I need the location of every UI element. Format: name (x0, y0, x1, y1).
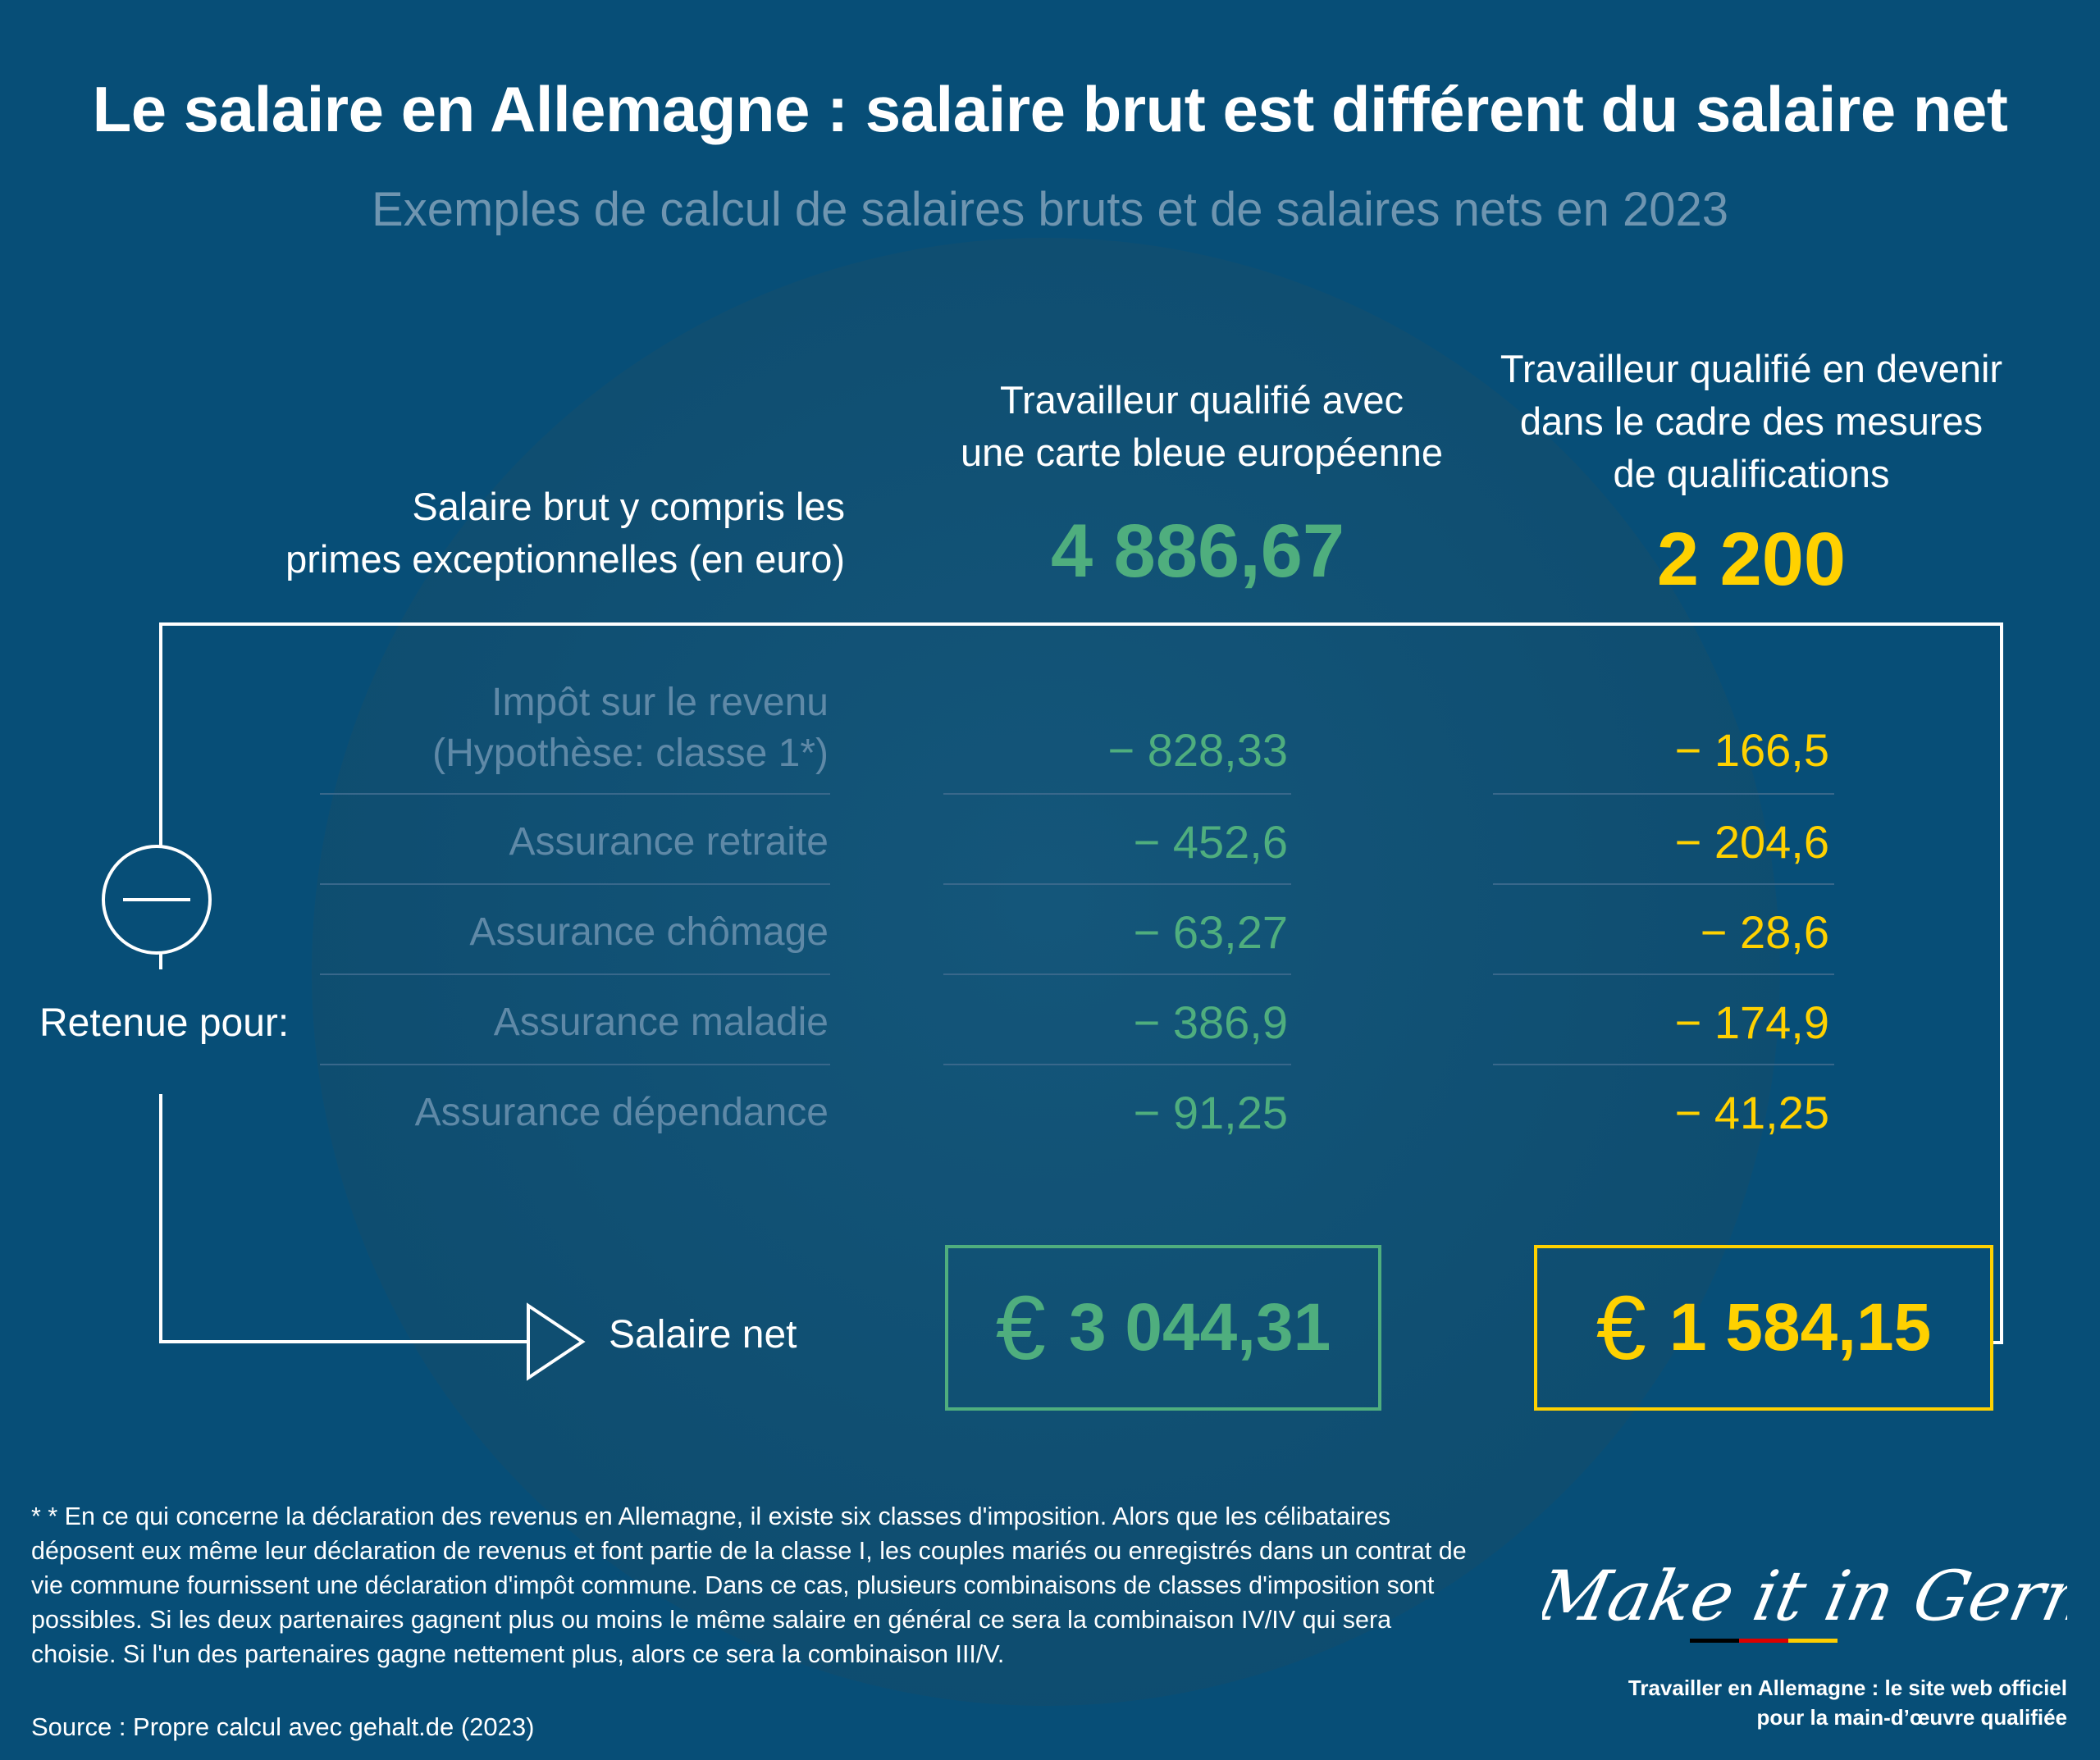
play-arrow-icon (527, 1302, 586, 1381)
row-divider (943, 973, 1291, 975)
row-divider (943, 883, 1291, 885)
row-divider (943, 793, 1291, 795)
frame-bottom-line (159, 1340, 528, 1343)
column-heading-line: dans le cadre des mesures (1519, 399, 1984, 443)
row-divider (1493, 1064, 1834, 1065)
net-value-qualification: 1 584,15 (1669, 1290, 1932, 1365)
net-salary-box-qualification: € 1 584,15 (1534, 1245, 1993, 1411)
net-salary-box-blue-card: € 3 044,31 (945, 1245, 1381, 1411)
euro-icon: € (1596, 1277, 1646, 1379)
deduction-label-income-tax: Impôt sur le revenu (Hypothèse: classe 1… (156, 677, 829, 779)
gross-value-qualification: 2 200 (1656, 518, 1847, 601)
deduction-label-line: Impôt sur le revenu (491, 681, 829, 724)
row-divider (1493, 793, 1834, 795)
gross-label-line: primes exceptionnelles (en euro) (285, 537, 845, 581)
column-heading-line: une carte bleue européenne (961, 431, 1443, 474)
column-heading-line: Travailleur qualifié avec (1000, 378, 1404, 422)
gross-salary-label: Salaire brut y compris les primes except… (189, 481, 845, 586)
deduction-label-pension: Assurance retraite (509, 820, 829, 864)
site-caption: Travailler en Allemagne : le site web of… (1477, 1673, 2067, 1732)
site-caption-line: Travailler en Allemagne : le site web of… (1628, 1676, 2067, 1700)
row-divider (320, 1064, 830, 1065)
frame-top-line (159, 622, 2003, 626)
deduction-value-income-tax-col1: − 828,33 (1107, 724, 1288, 776)
column-heading-line: Travailleur qualifié en devenir (1500, 347, 2003, 390)
background-circle (312, 238, 1780, 1706)
source-note: Source : Propre calcul avec gehalt.de (2… (31, 1712, 535, 1741)
euro-icon: € (995, 1277, 1046, 1379)
make-it-in-germany-logo: Make it in Germany (1542, 1557, 2067, 1643)
site-caption-line: pour la main-d’œuvre qualifiée (1756, 1705, 2068, 1730)
deduction-value-health-col1: − 386,9 (1133, 996, 1288, 1048)
deduction-label-care: Assurance dépendance (414, 1091, 829, 1134)
deduction-value-health-col2: − 174,9 (1674, 996, 1829, 1048)
net-salary-label: Salaire net (609, 1313, 797, 1356)
deduction-label-unemployment: Assurance chômage (469, 910, 829, 954)
deduction-label-health: Assurance maladie (493, 1001, 829, 1044)
column-heading-blue-card: Travailleur qualifié avec une carte bleu… (919, 374, 1485, 479)
svg-text:Make it in Germany: Make it in Germany (1542, 1557, 2067, 1637)
gross-value-blue-card: 4 886,67 (1050, 509, 1345, 593)
row-divider (320, 973, 830, 975)
row-divider (943, 1064, 1291, 1065)
deduction-value-care-col2: − 41,25 (1674, 1087, 1829, 1138)
column-heading-line: de qualifications (1613, 452, 1890, 495)
frame-right-bottom-line (1993, 1341, 2003, 1344)
deduction-value-care-col1: − 91,25 (1133, 1087, 1288, 1138)
deduction-value-unemployment-col2: − 28,6 (1700, 906, 1829, 958)
gross-label-line: Salaire brut y compris les (412, 485, 845, 528)
deduction-value-pension-col1: − 452,6 (1133, 816, 1288, 868)
deduction-value-pension-col2: − 204,6 (1674, 816, 1829, 868)
column-heading-qualification: Travailleur qualifié en devenir dans le … (1460, 343, 2043, 500)
row-divider (1493, 883, 1834, 885)
row-divider (320, 883, 830, 885)
page-subtitle: Exemples de calcul de salaires bruts et … (372, 183, 1728, 236)
frame-right-line (2000, 622, 2003, 1344)
net-value-blue-card: 3 044,31 (1068, 1290, 1331, 1365)
page-title: Le salaire en Allemagne : salaire brut e… (92, 73, 2008, 145)
minus-circle-icon (102, 845, 212, 955)
frame-left-mid-line (159, 953, 162, 969)
row-divider (1493, 973, 1834, 975)
footnote: * * En ce qui concerne la déclaration de… (31, 1502, 1467, 1668)
deductions-label: Retenue pour: (39, 1001, 290, 1045)
deduction-value-unemployment-col1: − 63,27 (1133, 906, 1288, 958)
row-divider (320, 793, 830, 795)
deduction-label-line: (Hypothèse: classe 1*) (432, 732, 829, 775)
frame-left-lower-line (159, 1094, 162, 1343)
frame-left-upper-line (159, 622, 162, 846)
deduction-value-income-tax-col2: − 166,5 (1674, 724, 1829, 776)
